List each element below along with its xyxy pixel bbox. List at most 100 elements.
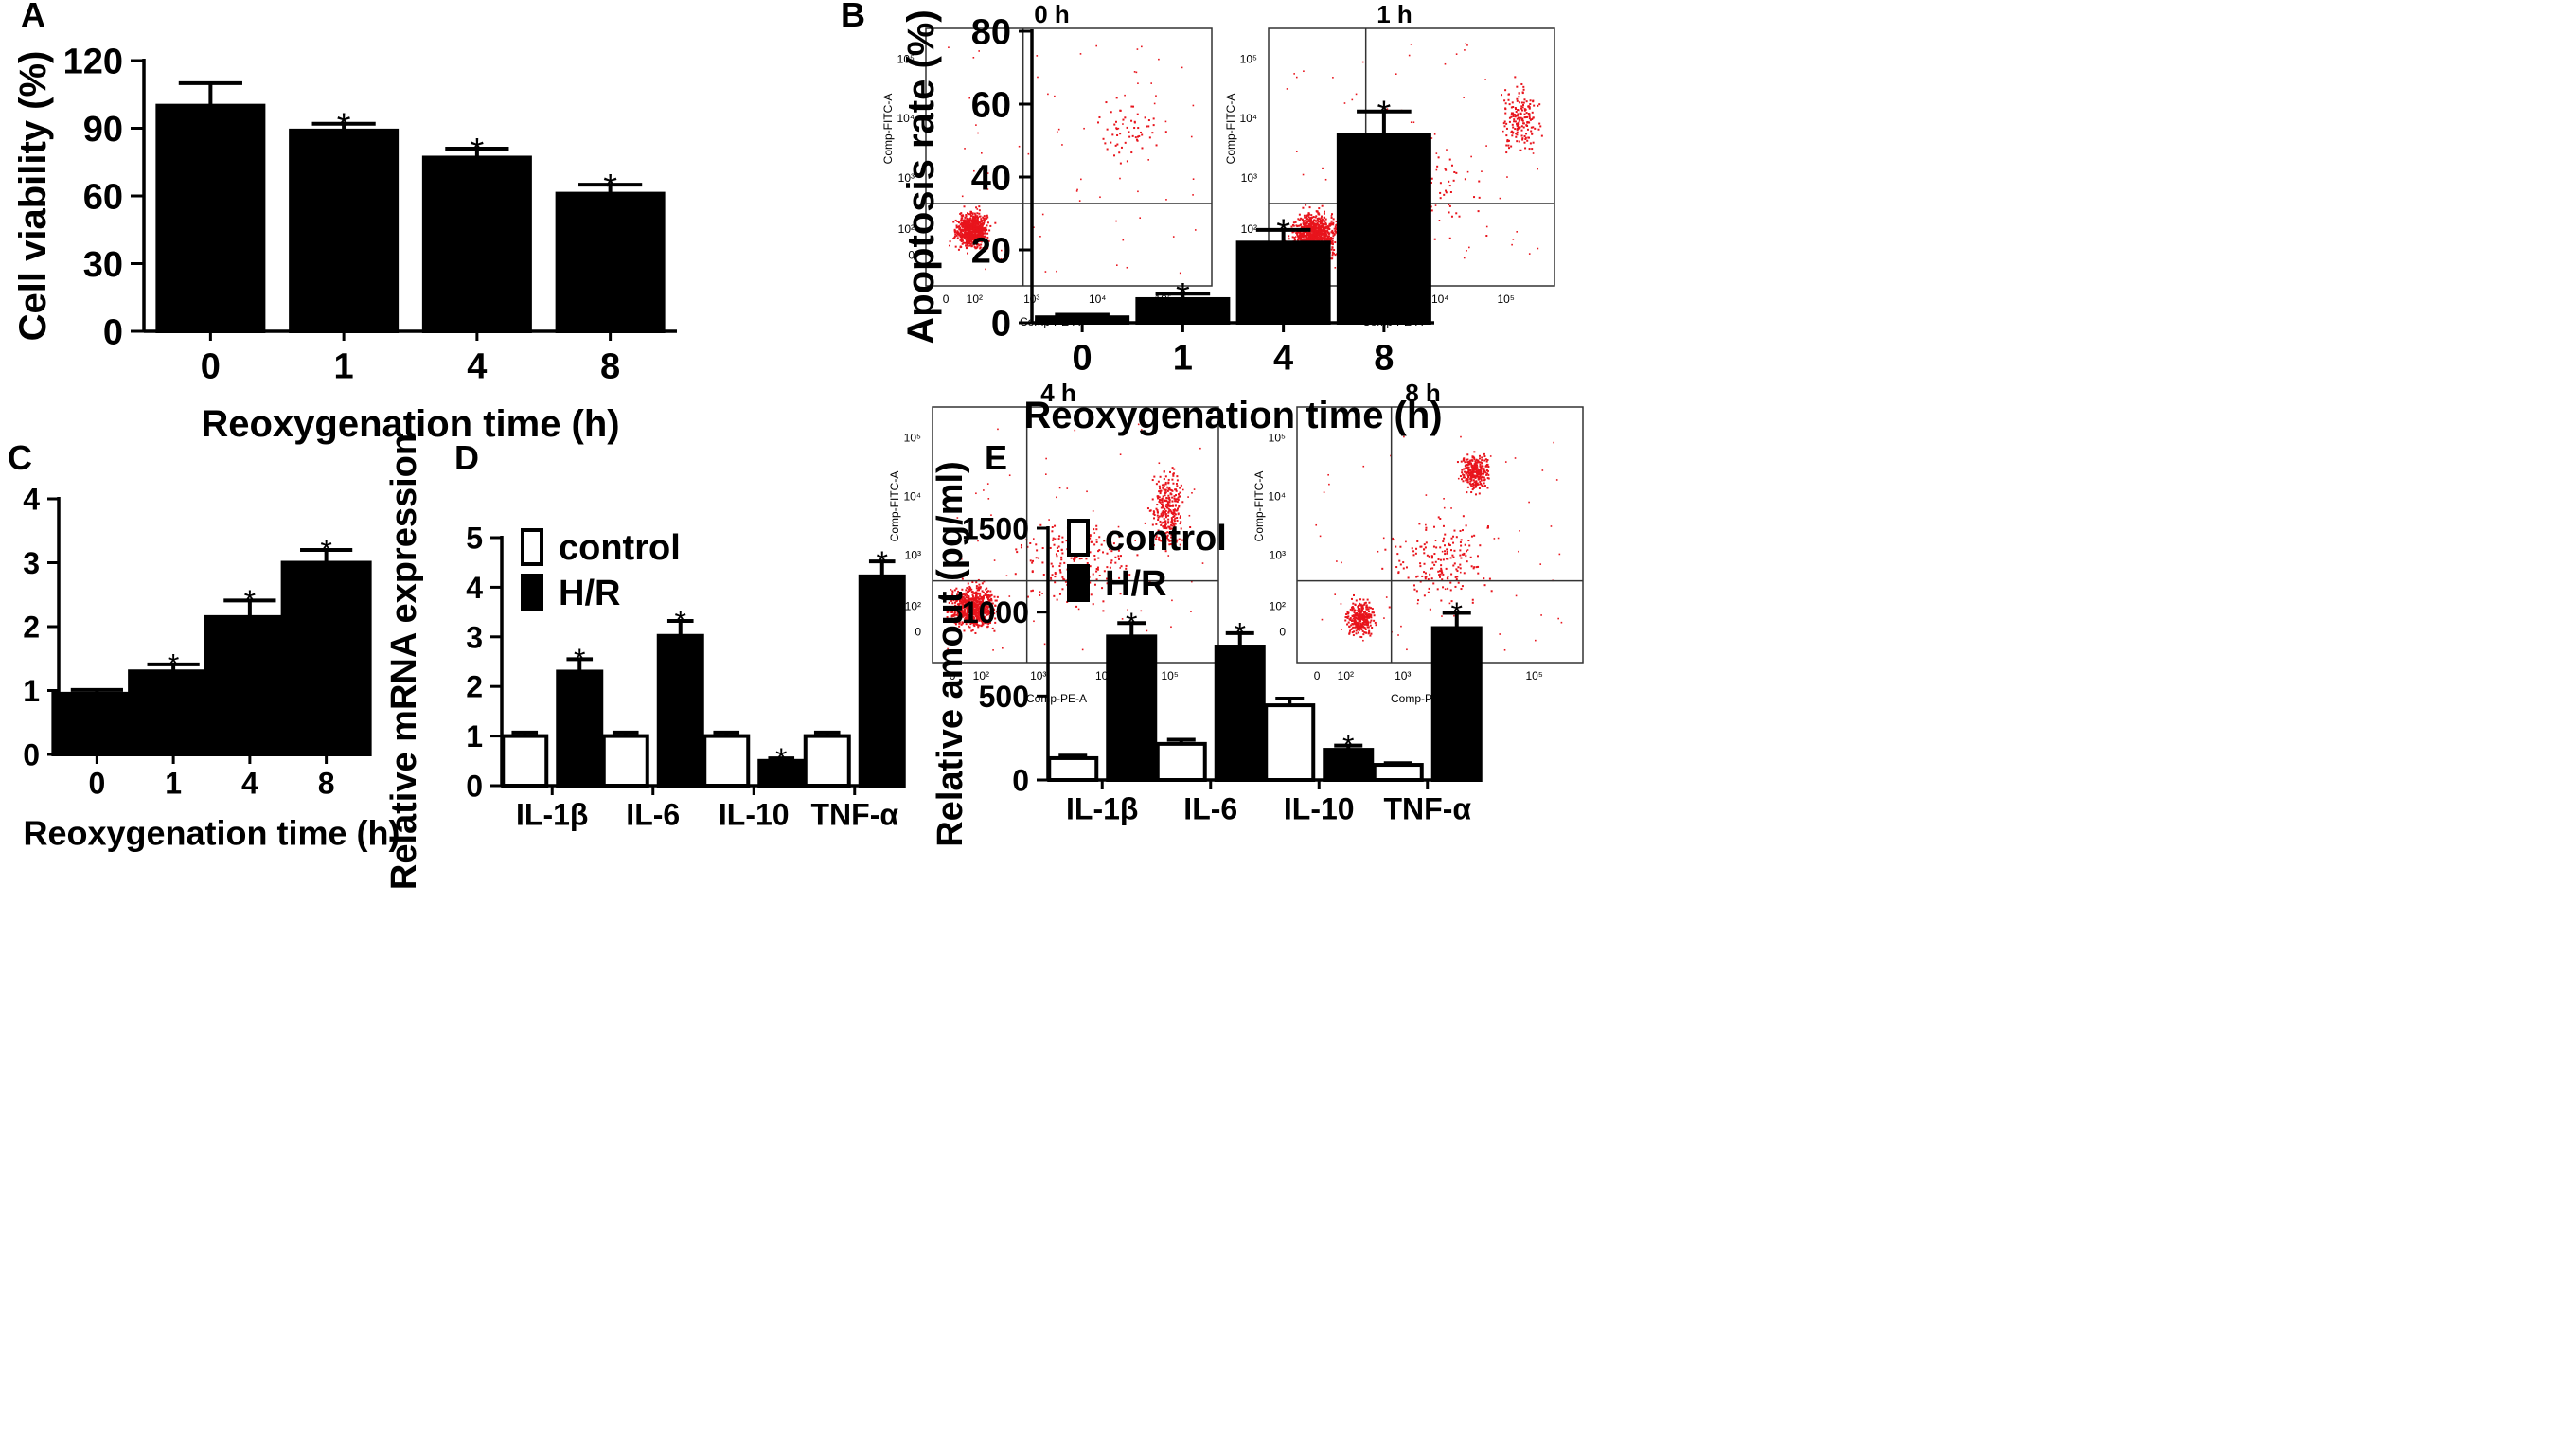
flow-dot: [1141, 133, 1144, 136]
flow-dot: [1162, 504, 1164, 506]
flow-dot: [1371, 627, 1374, 629]
flow-dot: [1181, 539, 1184, 541]
flow-dot: [1299, 232, 1302, 235]
x-tick-label: 8: [1374, 338, 1394, 378]
bar: [1135, 296, 1231, 326]
y-tick-label: 1: [466, 719, 483, 753]
flow-dot: [1118, 576, 1121, 579]
flow-dot: [975, 231, 978, 234]
flow-dot: [1447, 575, 1449, 577]
flow-dot: [970, 226, 973, 229]
flow-dot: [1314, 216, 1317, 219]
flow-dot: [1151, 523, 1154, 526]
significance-star: *: [877, 545, 888, 579]
flow-dot: [1436, 165, 1439, 168]
flow-dot: [1324, 239, 1326, 241]
flow-dot: [1383, 617, 1385, 619]
y-tick-label: 500: [979, 680, 1029, 714]
flow-dot: [956, 517, 959, 519]
flow-dot: [982, 228, 985, 231]
flow-dot: [1164, 131, 1167, 133]
flow-dot: [1288, 235, 1290, 238]
flow-dot: [1334, 230, 1337, 233]
flow-dot: [962, 235, 965, 238]
flow-dot: [988, 595, 991, 598]
flow-dot: [1520, 107, 1523, 110]
flow-dot: [1160, 540, 1163, 542]
flow-dot: [1369, 621, 1372, 624]
flow-dot: [976, 220, 979, 222]
flow-dot: [1056, 270, 1057, 273]
flow-dot: [1366, 623, 1369, 626]
flow-dot: [1351, 608, 1354, 611]
flow-dot: [1305, 218, 1307, 221]
flow-dot: [1425, 494, 1428, 496]
y-tick-label: 60: [971, 86, 1011, 126]
flow-dot: [968, 213, 970, 216]
flow-dot: [990, 599, 993, 602]
flow-dot: [967, 582, 969, 585]
flow-dot: [985, 217, 987, 220]
flow-dot: [1159, 492, 1162, 495]
flow-dot: [1446, 550, 1448, 553]
flow-dot: [990, 597, 993, 600]
flow-dot: [1424, 576, 1427, 578]
flow-dot: [972, 605, 975, 608]
flow-dot: [1512, 239, 1515, 240]
flow-dot: [1092, 603, 1094, 606]
flow-dot: [975, 492, 977, 495]
flow-dot: [1172, 474, 1175, 477]
flow-dot: [975, 234, 978, 237]
flow-dot: [1041, 593, 1043, 594]
flow-dot: [974, 225, 977, 228]
flow-dot: [1074, 429, 1076, 432]
flow-dot: [1473, 463, 1476, 466]
flow-dot: [1056, 546, 1058, 549]
flow-dot: [1306, 231, 1308, 234]
x-tick-label: TNF-α: [1383, 792, 1471, 826]
flow-dot: [1147, 159, 1150, 161]
flow-dot: [1118, 536, 1121, 539]
flow-dot: [962, 223, 965, 226]
flow-dot: [1392, 537, 1394, 540]
significance-star: *: [1276, 213, 1290, 253]
flow-dot: [1502, 130, 1504, 133]
flow-dot: [1043, 643, 1046, 646]
flow-dot: [1469, 469, 1472, 472]
flow-dot: [1157, 480, 1160, 483]
flow-dot: [1355, 614, 1358, 617]
flow-dot: [1307, 212, 1310, 215]
flow-dot: [1465, 524, 1467, 527]
flow-dot: [1316, 221, 1319, 224]
flow-dot: [1455, 171, 1458, 174]
flow-dot: [1164, 550, 1167, 553]
flow-dot: [1002, 647, 1004, 649]
flow-dot: [1316, 210, 1319, 213]
flow-dot: [1371, 608, 1374, 611]
flow-dot: [1357, 608, 1359, 611]
flow-dot: [1162, 525, 1164, 528]
flow-dot: [1430, 137, 1433, 139]
flow-dot: [1158, 500, 1161, 503]
flow-dot: [1317, 238, 1320, 240]
flow-dot: [1171, 489, 1174, 492]
flow-dot: [1470, 459, 1473, 462]
flow-dot: [1105, 101, 1108, 104]
flow-dot: [1442, 524, 1445, 527]
flow-dot: [1465, 472, 1467, 475]
flow-dot: [1418, 523, 1421, 525]
flow-dot: [1050, 562, 1053, 565]
flow-dot: [1359, 635, 1362, 638]
flow-dot: [1095, 578, 1098, 581]
flow-dot: [1471, 467, 1474, 469]
flow-dot: [1360, 629, 1363, 631]
flow-dot: [1476, 470, 1479, 473]
flow-dot: [1439, 570, 1442, 573]
flow-dot: [967, 601, 969, 604]
flow-dot: [1353, 621, 1356, 624]
flow-dot: [972, 592, 975, 594]
flow-dot: [977, 235, 980, 238]
flow-dot: [955, 224, 958, 227]
flow-dot: [1167, 518, 1170, 521]
flow-dot: [1361, 621, 1364, 624]
